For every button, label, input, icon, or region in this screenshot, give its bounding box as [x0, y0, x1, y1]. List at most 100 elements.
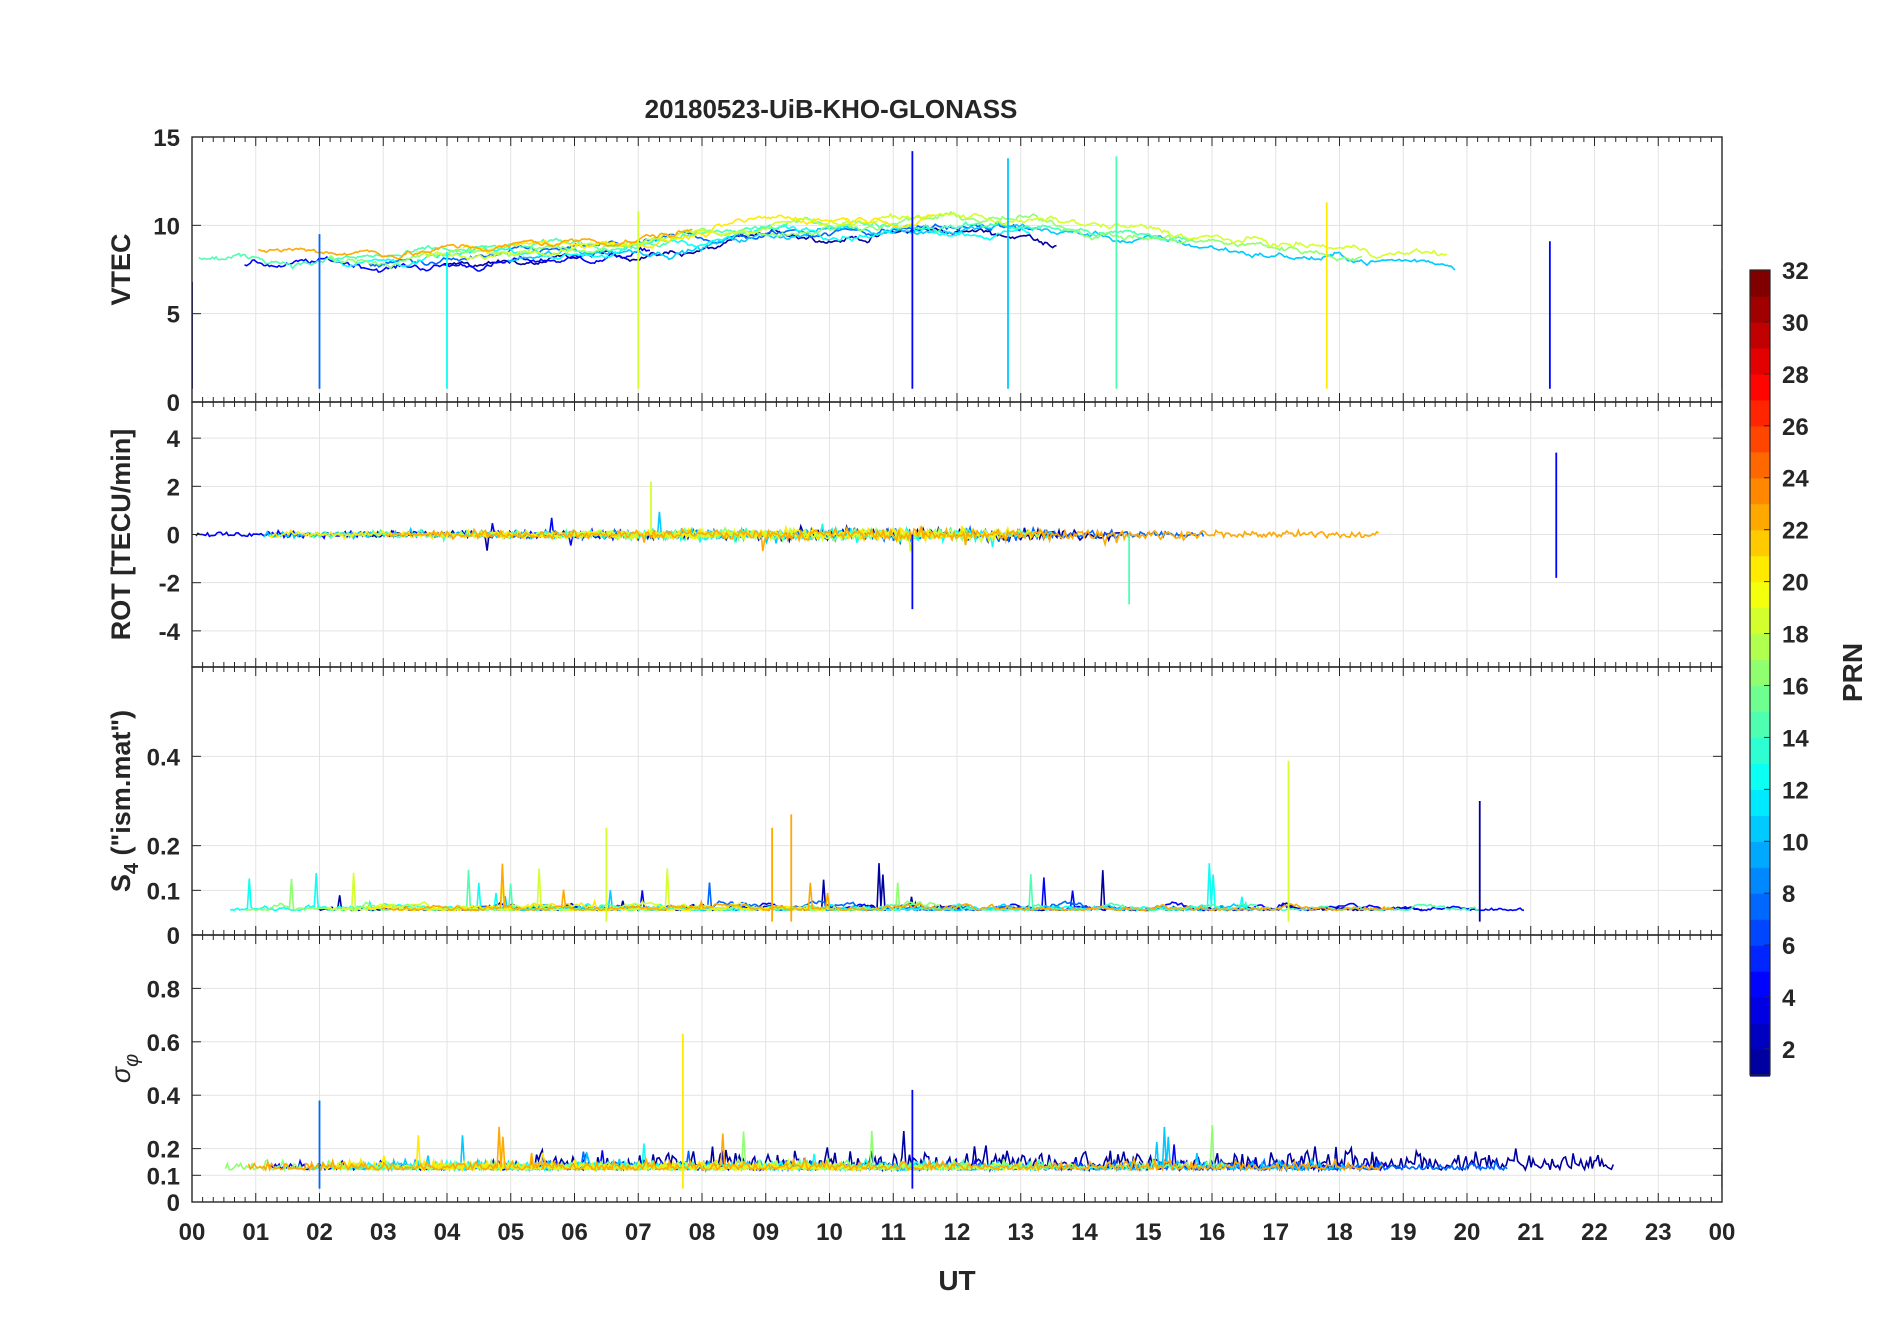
colorbar-segment	[1750, 711, 1770, 739]
panel-rot: -4 -2 0 2 4 ROT [TECU/min]	[106, 401, 1723, 668]
x-tick-label: 02	[306, 1219, 333, 1246]
x-tick-label: 23	[1645, 1219, 1672, 1246]
colorbar-segment	[1750, 477, 1770, 505]
x-tick-label: 19	[1390, 1219, 1417, 1246]
panel-sigma_phi: 00.10.2 0.4 0.6 0.8 σφ	[106, 934, 1723, 1217]
colorbar-segment	[1750, 1023, 1770, 1050]
colorbar-tick-label: 2	[1782, 1037, 1795, 1064]
x-tick-label: 15	[1135, 1219, 1162, 1246]
y-tick-label: 0	[167, 1190, 180, 1217]
x-tick-label: 21	[1517, 1219, 1544, 1246]
colorbar-segment	[1750, 841, 1770, 868]
series-line-prn	[309, 527, 759, 544]
x-tick-label: 14	[1071, 1219, 1098, 1246]
colorbar-tick-label: 10	[1782, 829, 1809, 856]
y-tick-label: 5	[167, 302, 180, 329]
colorbar-segment	[1750, 503, 1770, 531]
colorbar-segment	[1750, 945, 1770, 972]
y-tick-label: 15	[153, 125, 180, 152]
colorbar-segment	[1750, 815, 1770, 842]
colorbar-tick-label: 12	[1782, 777, 1809, 804]
colorbar-segment	[1750, 295, 1770, 323]
y-tick-label: -4	[159, 619, 181, 646]
y-tick-label: 0.2	[147, 834, 180, 861]
colorbar-segment	[1750, 685, 1770, 713]
y-tick-label: 0.8	[147, 976, 180, 1003]
colorbar-tick-label: 28	[1782, 362, 1809, 389]
y-tick-label: 0.4	[147, 744, 181, 771]
colorbar-segment	[1750, 1075, 1770, 1077]
colorbar-tick-label: 32	[1782, 258, 1809, 285]
series-line-prn	[198, 216, 1194, 270]
y-tick-label: 10	[153, 213, 180, 240]
x-tick-label: 08	[689, 1219, 716, 1246]
panel-vtec: 0 5 10 15 VTEC	[106, 125, 1723, 417]
x-tick-label: 16	[1199, 1219, 1226, 1246]
colorbar-tick-label: 24	[1782, 466, 1809, 493]
colorbar-segment	[1750, 633, 1770, 661]
series-line-prn	[328, 210, 1363, 270]
colorbar-tick-label: 16	[1782, 673, 1809, 700]
colorbar-segment	[1750, 737, 1770, 764]
x-tick-label: 00	[1709, 1219, 1736, 1246]
colorbar-segment	[1750, 270, 1770, 297]
x-tick-label: 11	[881, 1219, 906, 1246]
colorbar-frame	[1749, 269, 1771, 1076]
y-tick-label: 0.1	[147, 1163, 180, 1190]
traces	[224, 1033, 1722, 1189]
colorbar-segment	[1750, 425, 1770, 453]
series-line-prn	[257, 228, 693, 260]
y-tick-label: 4	[167, 426, 181, 453]
series-line-prn	[195, 517, 631, 546]
x-tick-label: 01	[242, 1219, 269, 1246]
x-tick-label: 10	[816, 1219, 843, 1246]
colorbar-segment	[1750, 321, 1770, 349]
y-tick-label: 2	[167, 474, 180, 501]
colorbar-tick-label: 30	[1782, 310, 1809, 337]
x-tick-label: 09	[752, 1219, 779, 1246]
series-line-prn	[385, 525, 1380, 552]
x-tick-label: 03	[370, 1219, 397, 1246]
series-line-prn	[381, 863, 1395, 912]
colorbar-segment	[1750, 347, 1770, 375]
y-axis-label-main: S	[106, 874, 136, 892]
colorbar-tick-label: 22	[1782, 518, 1809, 545]
colorbar-tick-label: 6	[1782, 933, 1795, 960]
x-tick-label: 00	[179, 1219, 206, 1246]
y-tick-label: 0.2	[147, 1137, 180, 1164]
x-tick-label: 12	[944, 1219, 971, 1246]
colorbar-segment	[1750, 997, 1770, 1024]
y-tick-label: -2	[159, 571, 180, 598]
series-line-prn	[415, 211, 1448, 261]
y-tick-label: 0	[167, 523, 180, 550]
x-tick-label: 20	[1454, 1219, 1481, 1246]
colorbar-tick-label: 4	[1782, 985, 1796, 1012]
x-tick-label: 18	[1326, 1219, 1353, 1246]
y-axis-label-subscript: φ	[121, 1054, 143, 1067]
colorbar-segment	[1750, 919, 1770, 946]
y-axis-label-main: σ	[106, 1065, 136, 1083]
y-axis-label: S4 ("ism.mat")	[106, 710, 143, 892]
colorbar-segment	[1750, 581, 1770, 609]
series-line-prn	[462, 213, 934, 255]
y-axis-label: ROT [TECU/min]	[106, 429, 136, 640]
colorbar-segment	[1750, 867, 1770, 894]
colorbar-tick-label: 20	[1782, 570, 1809, 597]
colorbar-segment	[1750, 893, 1770, 920]
y-axis-label-rest: ("ism.mat")	[106, 710, 136, 863]
x-axis-ticks: 00 01 02 03 04 05 06 07 08 09 10 11 12 13 14 15 16 17 18 19…	[179, 1219, 1736, 1246]
colorbar-segment	[1750, 659, 1770, 687]
x-tick-label: 13	[1007, 1219, 1034, 1246]
colorbar-segment	[1750, 373, 1770, 401]
colorbar-segment	[1750, 529, 1770, 557]
colorbar-tick-label: 18	[1782, 622, 1809, 649]
y-tick-label: 0.4	[147, 1083, 181, 1110]
colorbar-label: PRN	[1837, 643, 1868, 702]
series-line-prn	[507, 222, 1456, 271]
colorbar-segment	[1750, 971, 1770, 998]
colorbar-tick-label: 14	[1782, 725, 1809, 752]
x-tick-label: 04	[434, 1219, 461, 1246]
